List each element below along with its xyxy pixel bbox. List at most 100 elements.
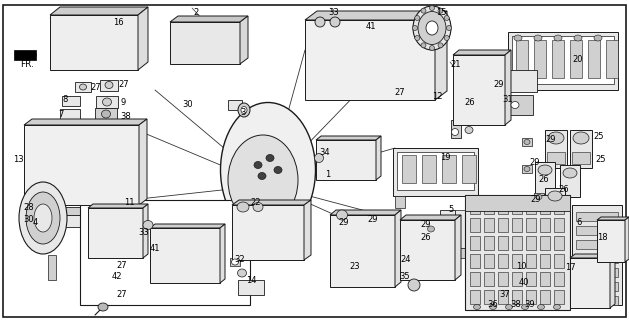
Bar: [547, 152, 565, 164]
Ellipse shape: [430, 5, 435, 11]
Bar: [540, 290, 550, 304]
Ellipse shape: [514, 35, 522, 41]
Bar: [540, 272, 550, 286]
Text: 1: 1: [325, 170, 330, 179]
Bar: [512, 272, 522, 286]
Polygon shape: [150, 224, 225, 228]
Text: 30: 30: [23, 215, 33, 224]
Text: 2: 2: [193, 8, 198, 17]
Ellipse shape: [315, 17, 325, 27]
Bar: [121, 212, 129, 224]
Bar: [570, 130, 592, 168]
Bar: [576, 212, 618, 221]
Polygon shape: [143, 204, 148, 258]
Ellipse shape: [26, 192, 60, 244]
Bar: [314, 32, 326, 52]
Bar: [102, 130, 114, 142]
Ellipse shape: [418, 12, 446, 44]
Bar: [48, 175, 60, 187]
Ellipse shape: [538, 305, 545, 309]
Polygon shape: [316, 136, 381, 140]
Polygon shape: [304, 200, 311, 260]
Bar: [84, 145, 96, 157]
Bar: [334, 28, 350, 83]
Text: 29: 29: [493, 80, 503, 89]
Ellipse shape: [238, 103, 250, 117]
Ellipse shape: [258, 172, 266, 180]
Text: 37: 37: [499, 290, 509, 299]
Bar: [526, 254, 536, 268]
Bar: [173, 232, 181, 242]
Bar: [498, 236, 508, 250]
Text: 24: 24: [400, 255, 411, 264]
Bar: [468, 196, 478, 208]
Bar: [470, 272, 480, 286]
Text: 26: 26: [558, 185, 569, 194]
Bar: [100, 80, 118, 91]
Bar: [576, 296, 618, 305]
Text: 33: 33: [138, 228, 148, 237]
Text: 29: 29: [420, 220, 430, 229]
Bar: [66, 130, 78, 142]
Bar: [84, 160, 96, 172]
Bar: [424, 32, 436, 52]
Bar: [66, 175, 78, 187]
Polygon shape: [220, 224, 225, 283]
Bar: [508, 32, 618, 90]
Ellipse shape: [34, 204, 52, 232]
Ellipse shape: [143, 220, 153, 229]
Polygon shape: [435, 11, 447, 100]
Bar: [576, 226, 618, 235]
Text: 42: 42: [112, 272, 123, 281]
Ellipse shape: [438, 43, 443, 48]
Ellipse shape: [19, 182, 67, 254]
Bar: [498, 218, 508, 232]
Polygon shape: [88, 204, 148, 208]
Ellipse shape: [438, 8, 443, 13]
Ellipse shape: [538, 165, 552, 175]
Bar: [170, 22, 240, 64]
Text: 4: 4: [33, 218, 38, 227]
Polygon shape: [610, 254, 615, 308]
Text: 22: 22: [250, 198, 260, 207]
Text: 32: 32: [234, 255, 245, 264]
Ellipse shape: [413, 26, 418, 30]
Bar: [453, 55, 505, 125]
Bar: [378, 28, 394, 83]
Bar: [48, 130, 60, 142]
Bar: [572, 205, 622, 305]
Ellipse shape: [444, 36, 449, 41]
Bar: [554, 254, 564, 268]
Bar: [337, 83, 351, 93]
Text: 16: 16: [113, 18, 124, 27]
Bar: [356, 28, 372, 83]
Bar: [576, 254, 618, 263]
Bar: [316, 140, 376, 180]
Text: 38: 38: [120, 112, 131, 121]
Bar: [96, 96, 118, 108]
Text: 31: 31: [502, 95, 513, 104]
Bar: [330, 215, 395, 287]
Bar: [554, 218, 564, 232]
Ellipse shape: [254, 162, 262, 169]
Ellipse shape: [426, 21, 438, 35]
Polygon shape: [570, 254, 615, 258]
Polygon shape: [305, 11, 447, 20]
Polygon shape: [453, 50, 511, 55]
Text: 35: 35: [399, 272, 409, 281]
Bar: [395, 196, 405, 208]
Text: 27: 27: [394, 88, 404, 97]
Ellipse shape: [574, 35, 582, 41]
Bar: [95, 108, 117, 120]
Bar: [397, 152, 474, 190]
Ellipse shape: [554, 305, 560, 309]
Bar: [60, 109, 80, 120]
Bar: [30, 190, 42, 202]
Bar: [100, 210, 120, 235]
Bar: [30, 175, 42, 187]
Ellipse shape: [221, 102, 316, 237]
Polygon shape: [138, 7, 148, 70]
Ellipse shape: [101, 110, 111, 118]
Bar: [526, 218, 536, 232]
Bar: [213, 232, 221, 242]
